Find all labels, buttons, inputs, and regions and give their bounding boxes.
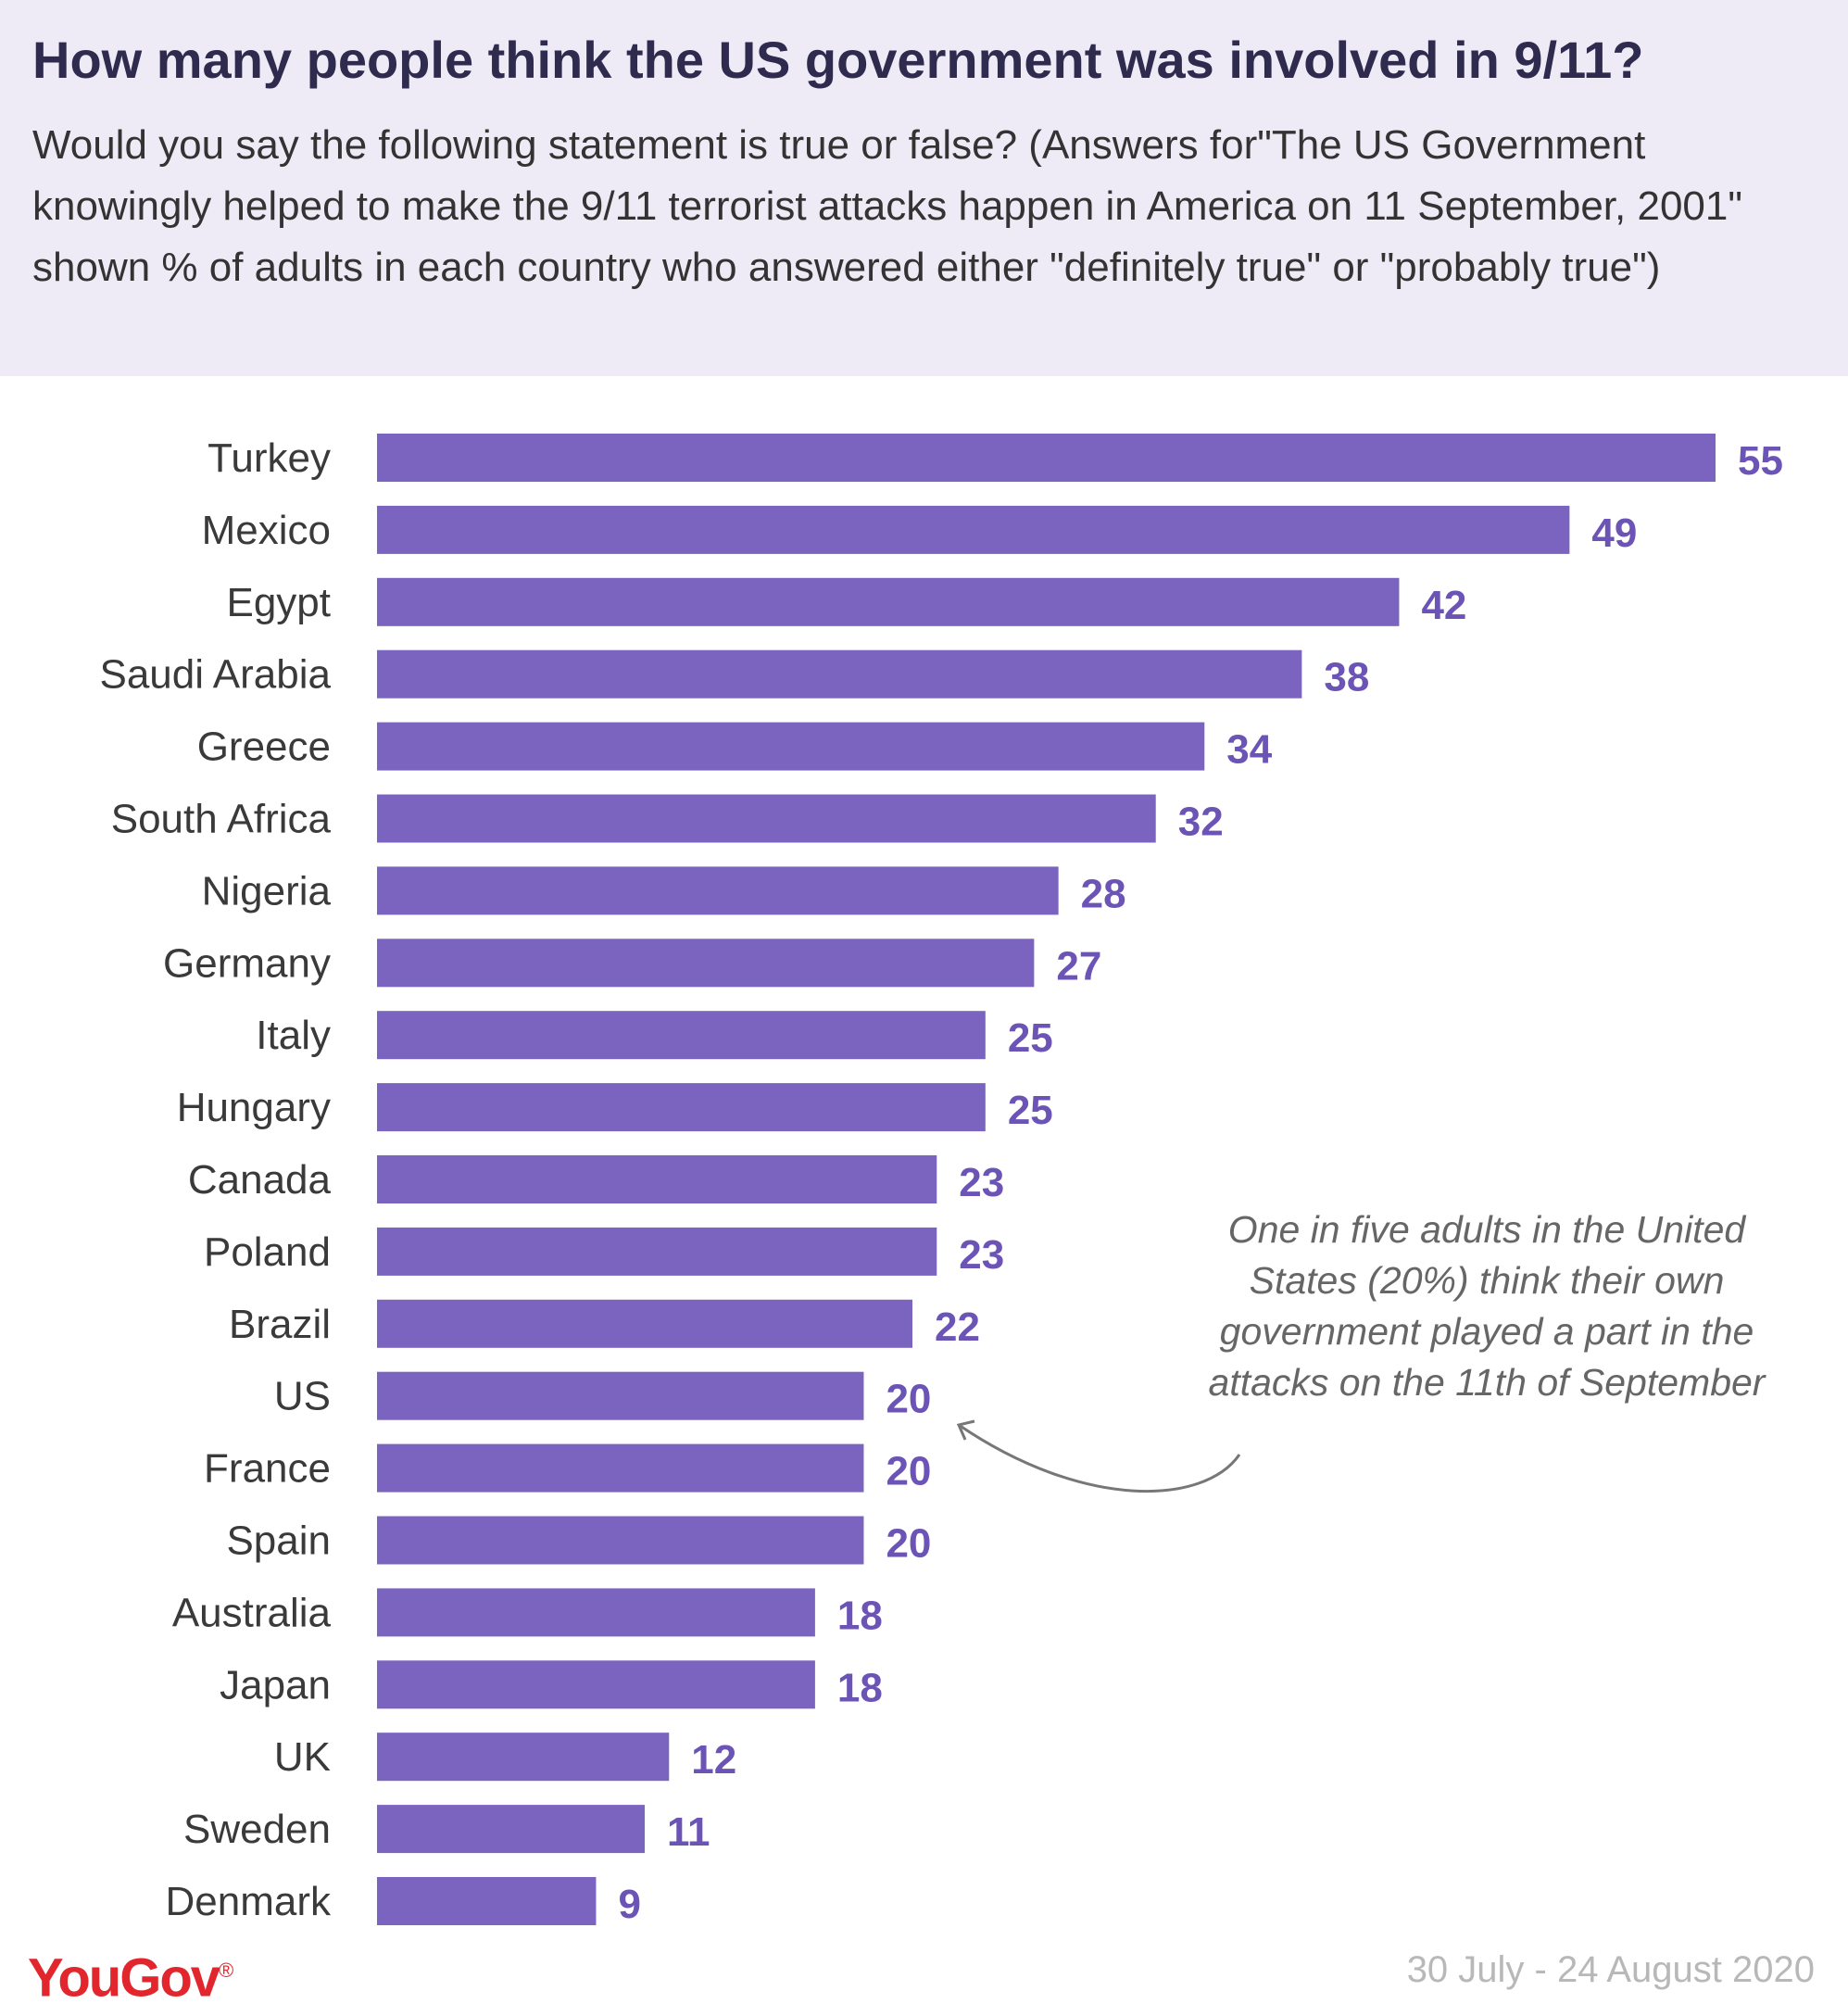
header-panel: How many people think the US government … (0, 0, 1848, 376)
category-label: UK (274, 1734, 331, 1780)
category-label: Spain (226, 1518, 331, 1564)
category-label: South Africa (111, 797, 332, 842)
bar (377, 1877, 597, 1925)
bar (377, 1805, 645, 1854)
value-label: 18 (837, 1665, 883, 1710)
category-label: US (274, 1374, 331, 1419)
bar (377, 939, 1035, 988)
bar (377, 794, 1156, 843)
value-label: 22 (935, 1304, 980, 1350)
date-range: 30 July - 24 August 2020 (1406, 1949, 1815, 1990)
category-label: Germany (163, 940, 331, 986)
category-label: Saudi Arabia (99, 652, 331, 698)
value-label: 18 (837, 1593, 883, 1638)
chart-title: How many people think the US government … (32, 31, 1644, 89)
category-label: France (204, 1446, 331, 1492)
category-label: Italy (256, 1013, 331, 1058)
category-label: Brazil (229, 1302, 331, 1347)
category-label: Canada (188, 1157, 332, 1203)
value-label: 49 (1591, 510, 1637, 556)
value-label: 20 (886, 1449, 931, 1494)
value-label: 27 (1056, 943, 1101, 989)
value-label: 28 (1081, 871, 1126, 916)
bar (377, 505, 1570, 554)
bar (377, 1660, 815, 1709)
value-label: 32 (1178, 800, 1224, 845)
value-label: 9 (618, 1882, 640, 1927)
bar-chart: Turkey 55 Mexico 49 Egypt 42 Saudi Arabia 38 Gre… (99, 434, 1783, 1927)
category-label: Nigeria (202, 868, 332, 914)
value-label: 23 (959, 1160, 1004, 1205)
category-label: Denmark (166, 1879, 332, 1924)
bar (377, 1299, 912, 1348)
value-label: 42 (1421, 583, 1466, 628)
bar (377, 1371, 864, 1420)
value-label: 25 (1008, 1015, 1053, 1061)
value-label: 55 (1738, 438, 1783, 484)
logo-registered-mark: ® (219, 1959, 233, 1982)
bar (377, 1732, 670, 1782)
bar (377, 722, 1205, 771)
bar (377, 866, 1059, 915)
value-label: 23 (959, 1232, 1004, 1278)
category-label: Japan (220, 1662, 331, 1707)
value-label: 20 (886, 1377, 931, 1422)
bar (377, 1227, 937, 1276)
us-annotation: One in five adults in the United States … (1208, 1208, 1766, 1404)
category-label: Greece (197, 724, 331, 770)
yougov-logo: YouGov® (28, 1938, 233, 2010)
bar (377, 577, 1400, 626)
category-label: Sweden (183, 1807, 331, 1852)
value-label: 20 (886, 1521, 931, 1567)
category-label: Hungary (177, 1085, 331, 1130)
value-label: 11 (667, 1809, 710, 1855)
bar (377, 1516, 864, 1565)
value-label: 25 (1008, 1088, 1053, 1133)
category-label: Egypt (226, 580, 331, 625)
logo-text: YouGov (28, 1947, 220, 2009)
chart-subtitle: Would you say the following statement is… (32, 122, 1742, 290)
value-label: 38 (1324, 655, 1369, 700)
bar (377, 1155, 937, 1203)
category-label: Australia (172, 1590, 332, 1635)
bar (377, 1443, 864, 1493)
category-label: Turkey (207, 435, 331, 481)
bar (377, 1588, 815, 1637)
value-label: 34 (1226, 727, 1272, 773)
bar (377, 649, 1302, 699)
bar (377, 1083, 986, 1132)
value-label: 12 (691, 1737, 736, 1783)
bar (377, 1011, 986, 1060)
category-label: Mexico (202, 508, 331, 553)
category-label: Poland (204, 1229, 331, 1275)
bar (377, 434, 1716, 482)
